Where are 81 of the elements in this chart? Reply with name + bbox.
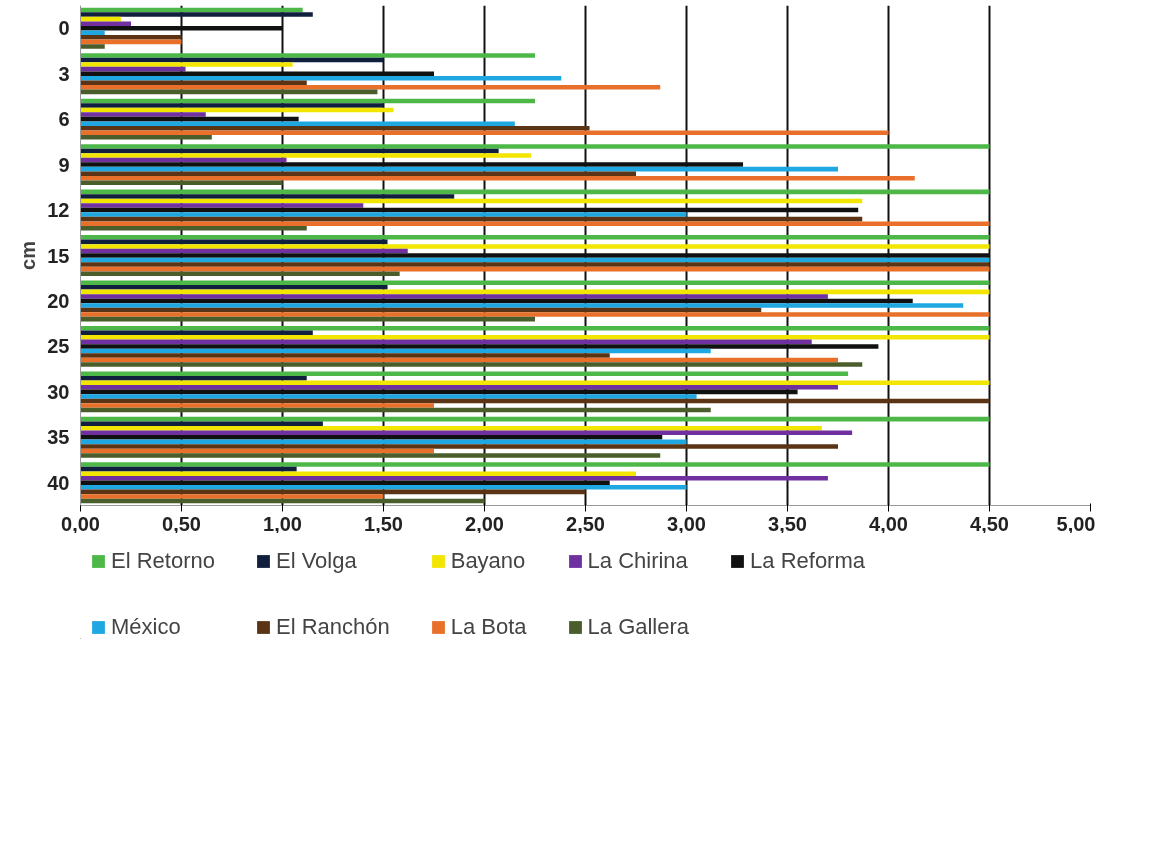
y-tick-label: 35	[47, 426, 70, 449]
y-tick-label: 12	[47, 199, 70, 222]
y-tick-label: 30	[47, 380, 70, 403]
x-tick-label: 1,00	[263, 512, 302, 535]
bar	[80, 471, 636, 476]
y-tick-label: 9	[58, 153, 70, 176]
bar	[80, 171, 636, 176]
x-tick-label: 5,00	[1056, 512, 1096, 535]
legend-label: El Ranchón	[275, 614, 390, 640]
bar	[80, 475, 828, 481]
y-tick-label: 20	[47, 289, 70, 312]
bar	[80, 385, 838, 390]
legend-label: El Retorno	[111, 548, 215, 574]
bar	[80, 135, 212, 140]
bar	[80, 421, 323, 426]
bar	[80, 35, 182, 40]
x-tick-label: 3,00	[667, 512, 706, 535]
bar	[80, 62, 293, 67]
bar	[80, 325, 990, 331]
legend-label: México	[111, 614, 181, 640]
bar	[80, 235, 990, 240]
y-tick-label: 15	[47, 244, 70, 267]
bar	[80, 103, 384, 108]
legend-label: La Chirina	[587, 548, 688, 574]
bar	[80, 121, 515, 126]
bar	[80, 453, 661, 458]
legend-label: La Reforma	[750, 548, 866, 574]
bar	[80, 335, 990, 340]
x-tick-label: 2,50	[566, 512, 605, 535]
y-tick-label: 0	[58, 17, 70, 40]
bar	[80, 225, 307, 231]
bar	[80, 144, 990, 149]
bar	[80, 75, 562, 81]
bar	[80, 462, 990, 467]
bar	[80, 303, 964, 308]
bar	[80, 112, 206, 117]
y-tick-label: 3	[58, 62, 70, 85]
x-tick-label: 0,00	[61, 512, 100, 535]
bar	[80, 375, 307, 381]
bar	[80, 485, 687, 490]
x-tick-label: 3,50	[768, 512, 807, 535]
bar	[80, 285, 388, 290]
bar	[80, 312, 990, 317]
bar	[80, 203, 364, 208]
bar	[80, 262, 990, 267]
y-tick-label: 25	[47, 335, 70, 358]
bar	[80, 12, 313, 17]
bar	[80, 435, 663, 440]
bar	[80, 153, 531, 158]
bar	[80, 394, 697, 399]
bar	[80, 125, 590, 131]
legend-label: Bayano	[450, 548, 526, 574]
legend-label: La Bota	[450, 614, 527, 640]
x-tick-label: 4,00	[869, 512, 908, 535]
bar	[80, 353, 610, 358]
bar	[80, 221, 990, 226]
x-tick-label: 1,50	[364, 512, 403, 535]
x-tick-label: 2,00	[465, 512, 504, 535]
bar	[80, 403, 434, 408]
x-tick-label: 4,50	[970, 512, 1009, 535]
y-axis-title: cm	[17, 241, 40, 270]
bar	[80, 44, 105, 49]
bar	[80, 85, 661, 90]
bar	[80, 444, 838, 449]
bar	[80, 371, 849, 376]
bar	[80, 244, 990, 249]
bar	[80, 425, 822, 431]
bar	[80, 212, 687, 217]
bar	[80, 494, 384, 499]
legend-label: La Gallera	[587, 614, 690, 640]
y-tick-label: 6	[58, 108, 70, 131]
y-tick-label: 40	[47, 471, 70, 494]
bar	[80, 175, 915, 181]
legend-label: El Volga	[275, 548, 357, 574]
bar	[80, 294, 828, 299]
bar	[80, 362, 863, 367]
bar	[80, 53, 535, 58]
bar	[80, 21, 131, 26]
bar	[80, 271, 400, 276]
x-tick-label: 0,50	[162, 512, 201, 535]
bar	[80, 194, 455, 199]
